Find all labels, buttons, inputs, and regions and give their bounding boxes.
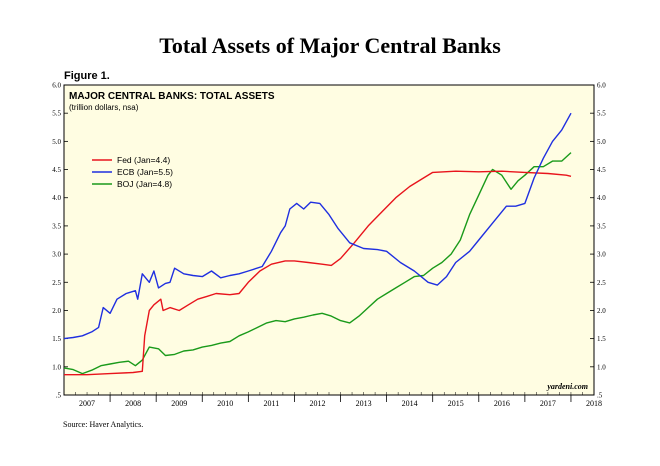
x-tick-label: 2018 xyxy=(586,399,602,408)
y-tick-label-right: 3.0 xyxy=(597,251,606,259)
page-title: Total Assets of Major Central Banks xyxy=(159,33,501,58)
series-line-boj xyxy=(63,152,572,375)
x-tick-label: 2017 xyxy=(540,399,556,408)
chart-subtitle: (trillion dollars, nsa) xyxy=(69,103,139,112)
x-tick-label: 2015 xyxy=(448,399,464,408)
y-tick-label-left: 2.0 xyxy=(52,307,61,315)
y-tick-label-right: 2.0 xyxy=(597,307,606,315)
y-tick-label-right: 3.5 xyxy=(597,222,606,230)
y-tick-label-right: 4.0 xyxy=(597,194,606,202)
y-tick-label-left: 3.0 xyxy=(52,251,61,259)
y-tick-label-right: 1.0 xyxy=(597,363,606,371)
y-tick-label-left: 6.0 xyxy=(52,82,61,90)
y-tick-label-left: 4.5 xyxy=(52,166,61,174)
series-line-fed xyxy=(64,170,572,376)
x-tick-label: 2009 xyxy=(171,399,187,408)
x-tick-label: 2010 xyxy=(217,399,233,408)
plot-area xyxy=(63,84,595,396)
y-tick-label-left: 5.5 xyxy=(52,110,61,118)
x-tick-label: 2011 xyxy=(264,399,280,408)
axis-ticks: .5 .5 1.0 1.0 1.5 1.5 2.0 2.0 2.5 2.5 3.0 3.0 3.5 3.5… xyxy=(52,82,606,409)
y-tick-label-right: 6.0 xyxy=(597,82,606,90)
legend-label-fed: Fed (Jan=4.4) xyxy=(117,155,170,165)
y-tick-label-right: 1.5 xyxy=(597,335,606,343)
series-lines xyxy=(63,112,572,376)
x-tick-label: 2008 xyxy=(125,399,141,408)
y-tick-label-left: 4.0 xyxy=(52,194,61,202)
y-tick-label-right: 2.5 xyxy=(597,279,606,287)
x-tick-label: 2013 xyxy=(356,399,372,408)
watermark: yardeni.com xyxy=(546,382,588,391)
legend-label-ecb: ECB (Jan=5.5) xyxy=(117,167,173,177)
x-tick-label: 2014 xyxy=(402,399,418,408)
y-tick-label-left: 1.0 xyxy=(52,363,61,371)
y-tick-label-right: 5.0 xyxy=(597,138,606,146)
y-tick-label-right: 5.5 xyxy=(597,110,606,118)
y-tick-label-left: 1.5 xyxy=(52,335,61,343)
chart-title: MAJOR CENTRAL BANKS: TOTAL ASSETS xyxy=(69,91,275,102)
y-tick-label-left: 5.0 xyxy=(52,138,61,146)
y-tick-label-left: 3.5 xyxy=(52,222,61,230)
y-tick-label-right: 4.5 xyxy=(597,166,606,174)
x-tick-label: 2007 xyxy=(79,399,95,408)
y-tick-label-left: .5 xyxy=(56,392,62,400)
figure-label: Figure 1. xyxy=(64,70,110,82)
y-tick-label-right: .5 xyxy=(597,392,603,400)
x-tick-label: 2016 xyxy=(494,399,510,408)
y-tick-label-left: 2.5 xyxy=(52,279,61,287)
legend: Fed (Jan=4.4) ECB (Jan=5.5) BOJ (Jan=4.8… xyxy=(92,155,173,189)
series-line-ecb xyxy=(63,112,572,340)
source-note: Source: Haver Analytics. xyxy=(63,420,144,429)
x-tick-label: 2012 xyxy=(309,399,325,408)
legend-label-boj: BOJ (Jan=4.8) xyxy=(117,179,172,189)
